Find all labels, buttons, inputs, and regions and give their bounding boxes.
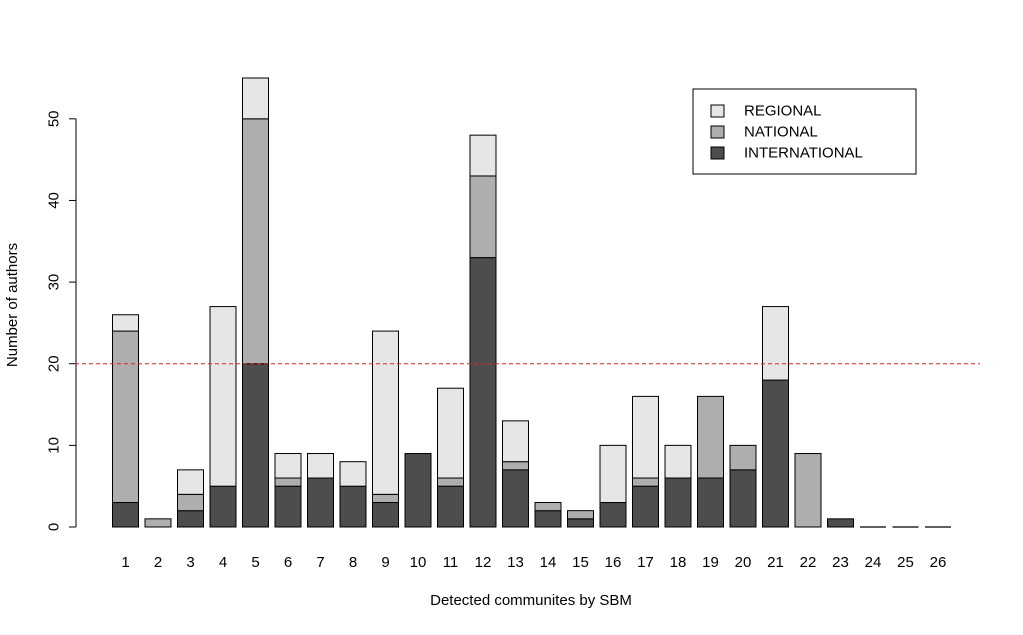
legend-label-national: NATIONAL (744, 124, 818, 141)
bar-segment-regional (469, 134, 497, 177)
bar-segment-national (274, 477, 302, 487)
bar-segment-national (794, 453, 822, 528)
bar-segment-regional (307, 453, 334, 479)
y-tick-label: 20 (46, 355, 63, 372)
bar-segment-international (372, 502, 399, 528)
x-tick-label: 23 (832, 554, 849, 571)
x-tick-label: 9 (381, 554, 389, 571)
bar-segment-regional (372, 330, 399, 495)
bar-segment-international (242, 363, 269, 528)
x-tick-label: 1 (121, 554, 129, 571)
bar-segment-national (112, 330, 139, 504)
bar-segment-international (827, 518, 854, 528)
x-tick-label: 7 (316, 554, 324, 571)
x-tick-label: 16 (605, 554, 622, 571)
bar-segment-international (664, 477, 692, 528)
bar-segment-international (697, 477, 724, 528)
y-tick-label: 10 (46, 437, 63, 454)
x-tick-label: 13 (507, 554, 524, 571)
bar-segment-international (307, 477, 334, 528)
x-tick-label: 19 (702, 554, 719, 571)
x-tick-label: 2 (154, 554, 162, 571)
legend-label-international: INTERNATIONAL (744, 145, 863, 162)
x-tick-label: 15 (572, 554, 589, 571)
bar-segment-national (567, 510, 594, 520)
x-tick-label: 5 (251, 554, 259, 571)
x-tick-label: 24 (865, 554, 882, 571)
x-tick-label: 22 (800, 554, 817, 571)
x-tick-label: 25 (897, 554, 914, 571)
bar-segment-international (567, 518, 594, 528)
bar-segment-regional (632, 395, 659, 479)
bar-segment-international (339, 485, 367, 528)
legend-swatch-regional (710, 104, 725, 118)
bar-segment-regional (339, 461, 367, 487)
y-tick-label: 40 (46, 192, 63, 209)
bar-segment-national (242, 118, 269, 365)
x-tick-label: 26 (930, 554, 947, 571)
y-axis-title: Number of authors (4, 243, 21, 367)
legend-box (692, 88, 917, 175)
x-tick-label: 4 (219, 554, 227, 571)
bar-segment-national (177, 493, 204, 512)
x-tick-label: 3 (186, 554, 194, 571)
bar-segment-regional (502, 420, 529, 463)
legend-swatch-international (710, 146, 725, 160)
legend-label-regional: REGIONAL (744, 103, 822, 120)
bar-segment-regional (762, 306, 789, 381)
x-tick-label: 20 (735, 554, 752, 571)
bar-segment-national (437, 477, 464, 487)
bar-segment-international (112, 502, 139, 528)
x-tick-label: 12 (475, 554, 492, 571)
y-tick-label: 30 (46, 274, 63, 291)
x-axis-title: Detected communites by SBM (430, 592, 632, 609)
bar-segment-international (209, 485, 237, 528)
bar-segment-international (469, 257, 497, 528)
bar-segment-national (729, 444, 757, 471)
bar-segment-international (534, 510, 562, 528)
bar-segment-international (729, 469, 757, 528)
bar-segment-international (599, 502, 627, 528)
bars (112, 77, 951, 528)
bar-segment-international (404, 453, 432, 528)
y-axis: 0 10 20 30 40 50 (46, 110, 77, 531)
legend-swatch-national (710, 125, 725, 139)
y-tick-label: 50 (46, 110, 63, 127)
x-tick-labels: 1 2 3 4 5 6 7 8 9 10 11 12 13 14 15 16 17 18 19 20 21 22 23 24 2… (121, 554, 946, 571)
x-tick-label: 21 (767, 554, 784, 571)
bar-segment-regional (599, 444, 627, 504)
bar-segment-regional (177, 469, 204, 495)
x-tick-label: 10 (410, 554, 427, 571)
bar-segment-international (274, 485, 302, 528)
bar-segment-international (177, 510, 204, 528)
bar-segment-international (632, 485, 659, 528)
bar-segment-regional (274, 453, 302, 479)
bar-segment-regional (664, 444, 692, 479)
bar-segment-national (534, 502, 562, 512)
bar-segment-national (469, 175, 497, 259)
bar-segment-regional (437, 387, 464, 479)
x-tick-label: 18 (670, 554, 687, 571)
x-tick-label: 11 (443, 554, 459, 571)
bar-segment-national (502, 461, 529, 471)
bar-segment-international (502, 469, 529, 528)
bar-segment-national (697, 395, 724, 479)
y-tick-label: 0 (46, 523, 63, 531)
bar-segment-national (632, 477, 659, 487)
x-tick-label: 8 (349, 554, 357, 571)
bar-segment-national (372, 493, 399, 504)
bar-segment-international (437, 485, 464, 528)
x-tick-label: 14 (540, 554, 557, 571)
bar-segment-international (762, 379, 789, 528)
bar-segment-regional (209, 306, 237, 487)
bar-segment-regional (242, 77, 269, 120)
x-tick-label: 6 (284, 554, 292, 571)
bar-segment-regional (112, 314, 139, 332)
legend: REGIONAL NATIONAL INTERNATIONAL (692, 88, 917, 175)
bar-segment-national (144, 518, 172, 528)
x-tick-label: 17 (637, 554, 654, 571)
